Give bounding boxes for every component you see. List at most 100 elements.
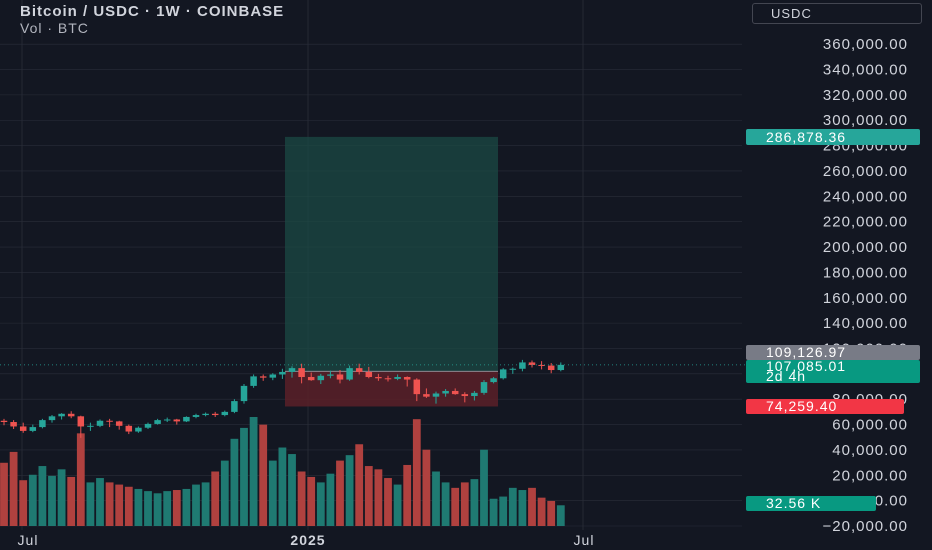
y-tick-label: 340,000.00: [823, 62, 908, 79]
candle: [77, 415, 85, 438]
y-tick-label: 160,000.00: [823, 290, 908, 307]
volume-bar: [86, 482, 95, 526]
time-axis[interactable]: Jul 2025 Jul: [18, 532, 595, 548]
volume-bar: [96, 478, 104, 526]
candle: [403, 376, 411, 387]
volume-bar: [192, 484, 200, 526]
candle: [269, 373, 277, 381]
candle: [336, 370, 344, 384]
candle: [221, 410, 229, 417]
candle: [211, 411, 219, 417]
y-tick-label: 140,000.00: [823, 315, 908, 332]
volume-indicator-title[interactable]: Vol · BTC: [20, 20, 89, 36]
volume-bar: [249, 417, 258, 526]
volume-bar: [144, 491, 152, 526]
volume-bar: [0, 462, 8, 526]
volume-bar: [57, 469, 66, 526]
candle: [96, 419, 104, 428]
volume-bar: [230, 438, 239, 526]
volume-bar: [345, 455, 354, 526]
x-tick-label: 2025: [290, 532, 325, 548]
candle: [442, 389, 449, 397]
currency-button[interactable]: USDC: [752, 3, 922, 24]
candle: [490, 377, 497, 384]
candle: [163, 417, 171, 423]
volume-bar: [220, 460, 229, 526]
candle: [19, 422, 27, 433]
candle: [29, 424, 37, 433]
volume-bar: [201, 482, 210, 526]
y-tick-label: 20,000.00: [832, 467, 908, 484]
volume-bar: [134, 488, 143, 526]
bar-countdown: 2d 4h: [766, 368, 806, 384]
volume-bar: [76, 433, 85, 526]
volume-bar: [297, 471, 306, 526]
volume-bar: [556, 505, 565, 526]
y-tick-label: 300,000.00: [823, 112, 908, 129]
candle: [413, 378, 421, 402]
volume-bar: [124, 486, 133, 526]
volume-bar: [393, 484, 402, 526]
candle: [67, 411, 75, 419]
candle: [154, 418, 161, 425]
candle: [499, 368, 507, 380]
volume-bar: [48, 475, 56, 526]
volume-bar: [537, 497, 546, 526]
stop-price-label: 74,259.40: [766, 398, 837, 414]
candle: [192, 413, 200, 419]
candle: [480, 380, 488, 395]
candle: [240, 383, 248, 404]
candle: [365, 366, 373, 379]
candle: [327, 370, 334, 379]
candle: [509, 367, 517, 374]
volume-bar: [153, 493, 162, 526]
candle: [279, 368, 286, 379]
volume-bar: [412, 419, 421, 526]
candle: [471, 390, 478, 401]
volume-bar: [182, 488, 191, 526]
volume-bar: [355, 444, 364, 526]
volume-bar: [9, 451, 18, 526]
volume-bar: [384, 478, 392, 526]
candle: [202, 412, 209, 417]
y-tick-label: 260,000.00: [823, 163, 908, 180]
price-axis[interactable]: −20,000.00 0.00 20,000.00 40,000.00 60,000.0…: [823, 36, 909, 535]
x-tick-label: Jul: [574, 532, 595, 548]
volume-bar: [268, 460, 277, 526]
legend-block: Bitcoin / USDC · 1W · COINBASE Vol · BTC: [20, 3, 284, 37]
candle: [355, 363, 363, 375]
volume-bar: [316, 482, 325, 526]
candle: [39, 418, 46, 429]
stop-zone[interactable]: [285, 371, 498, 407]
target-zone[interactable]: [285, 136, 498, 372]
y-tick-label: 0.00: [875, 493, 908, 510]
volume-bar: [115, 484, 124, 526]
volume-bar: [211, 471, 220, 526]
candle: [307, 372, 315, 381]
y-tick-label: 60,000.00: [832, 417, 908, 434]
target-price-tag: 286,878.36: [746, 129, 920, 145]
candle: [432, 391, 440, 404]
y-tick-label: 360,000.00: [823, 36, 908, 53]
candles: [0, 359, 565, 438]
volume-tag: 32.56 K: [746, 495, 876, 511]
symbol-title[interactable]: Bitcoin / USDC · 1W · COINBASE: [20, 3, 285, 20]
volume-bar: [422, 449, 431, 526]
candle: [250, 374, 257, 388]
long-position-tool[interactable]: [285, 136, 498, 407]
y-tick-label: 200,000.00: [823, 239, 908, 256]
volume-bar: [67, 476, 76, 526]
volume-bars: [0, 417, 565, 526]
volume-bar: [374, 469, 383, 526]
volume-bar: [547, 500, 556, 526]
previous-close-label: 109,126.97: [766, 344, 846, 360]
volume-bar: [259, 424, 268, 526]
volume-bar: [307, 476, 316, 526]
candle: [384, 375, 392, 382]
candle: [451, 388, 459, 395]
candle: [125, 424, 133, 435]
volume-bar: [163, 491, 172, 526]
candle: [87, 422, 94, 431]
volume-bar: [441, 482, 450, 526]
